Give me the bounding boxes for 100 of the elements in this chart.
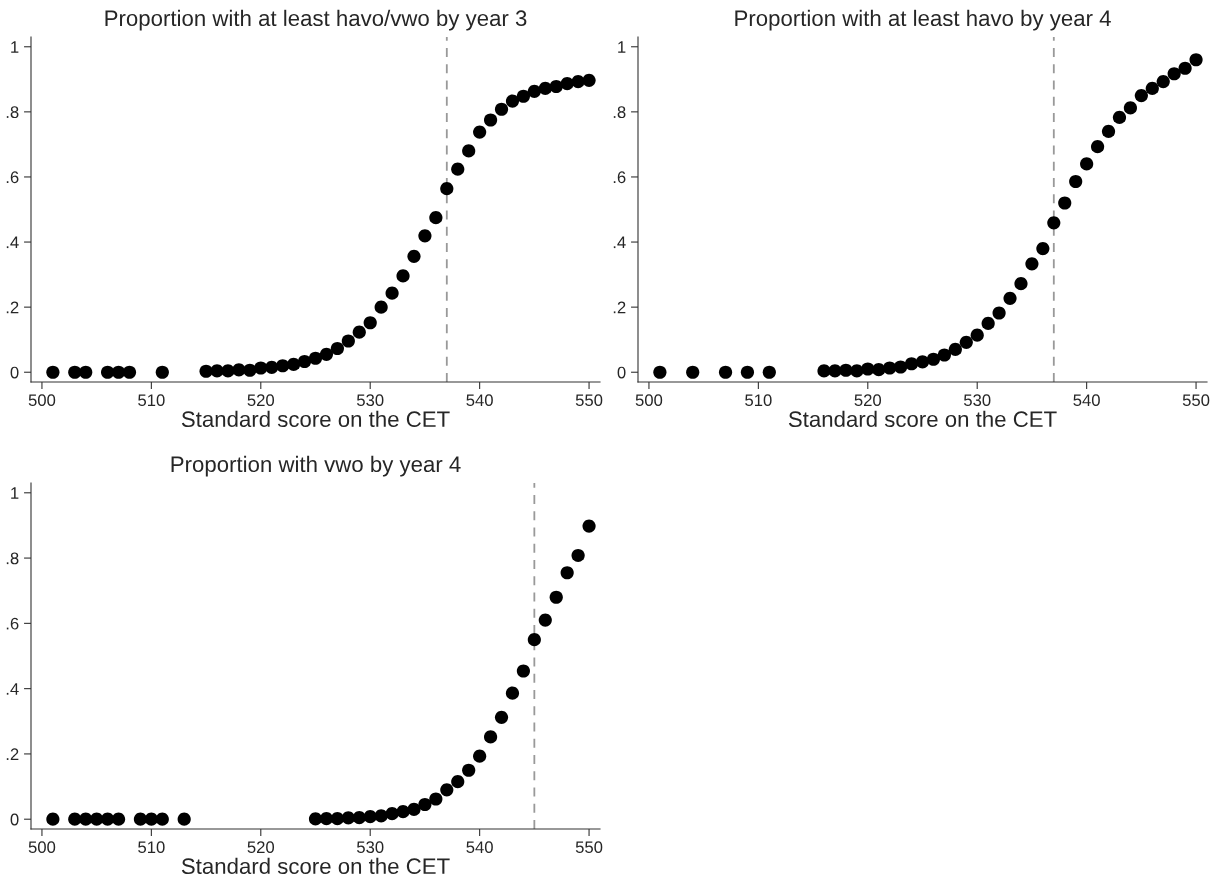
point bbox=[1014, 277, 1028, 291]
y-tick-label: 0 bbox=[10, 366, 19, 379]
point bbox=[330, 811, 344, 826]
point bbox=[839, 363, 853, 377]
point bbox=[363, 810, 377, 824]
point bbox=[330, 341, 344, 356]
point bbox=[79, 365, 93, 379]
point bbox=[828, 364, 842, 378]
point bbox=[1047, 216, 1061, 230]
point bbox=[451, 775, 465, 789]
point bbox=[462, 144, 476, 158]
y-tick-label: 1 bbox=[618, 41, 626, 53]
point bbox=[276, 359, 290, 373]
point bbox=[101, 365, 115, 379]
chart-title: Proportion with at least havo by year 4 bbox=[735, 9, 1111, 31]
x-tick-label: 540 bbox=[1073, 394, 1100, 407]
y-tick-label: .8 bbox=[613, 106, 626, 119]
point bbox=[90, 812, 104, 826]
point bbox=[582, 519, 596, 533]
x-tick-label: 550 bbox=[1182, 394, 1210, 407]
point bbox=[297, 354, 312, 369]
x-tick-label: 530 bbox=[356, 394, 384, 407]
y-tick-label: .8 bbox=[6, 552, 19, 565]
point bbox=[341, 811, 355, 825]
point bbox=[1145, 81, 1159, 96]
point bbox=[144, 812, 158, 826]
point bbox=[155, 365, 169, 379]
point bbox=[937, 348, 951, 362]
x-axis-title: Standard score on the CET bbox=[181, 410, 450, 428]
point bbox=[308, 351, 323, 365]
point bbox=[981, 316, 995, 330]
y-tick-label: 1 bbox=[11, 41, 19, 53]
point bbox=[549, 79, 563, 94]
point bbox=[883, 361, 897, 375]
point bbox=[1036, 241, 1050, 256]
point bbox=[505, 94, 520, 108]
point bbox=[385, 286, 399, 300]
y-tick-label: 0 bbox=[10, 813, 19, 826]
point bbox=[1080, 157, 1094, 171]
point bbox=[319, 811, 334, 826]
point bbox=[133, 812, 148, 826]
point bbox=[418, 229, 432, 243]
point bbox=[101, 812, 115, 826]
y-tick-label: .2 bbox=[6, 301, 19, 314]
point bbox=[341, 334, 355, 348]
point bbox=[505, 686, 520, 700]
point bbox=[1090, 140, 1105, 154]
point bbox=[440, 783, 454, 797]
x-tick-label: 500 bbox=[635, 394, 663, 407]
y-tick-label: .2 bbox=[613, 301, 626, 314]
x-tick-label: 520 bbox=[854, 394, 882, 407]
point bbox=[429, 211, 443, 225]
x-tick-label: 540 bbox=[466, 394, 493, 407]
point bbox=[571, 548, 585, 563]
y-tick-label: .6 bbox=[613, 171, 626, 184]
point bbox=[451, 162, 465, 176]
point bbox=[46, 365, 60, 379]
point bbox=[483, 730, 498, 744]
point bbox=[494, 102, 509, 116]
point bbox=[516, 89, 530, 103]
point bbox=[915, 355, 930, 369]
point bbox=[904, 357, 919, 371]
chart-title: Proportion with at least havo/vwo by year 3 bbox=[105, 9, 527, 31]
y-tick-label: 0 bbox=[617, 366, 626, 379]
x-tick-label: 510 bbox=[138, 841, 165, 854]
point bbox=[232, 363, 246, 377]
x-tick-label: 500 bbox=[28, 841, 56, 854]
x-tick-label: 530 bbox=[963, 394, 991, 407]
x-tick-label: 540 bbox=[466, 841, 493, 854]
x-axis-title: Standard score on the CET bbox=[788, 410, 1057, 428]
point bbox=[1112, 110, 1127, 124]
x-tick-label: 510 bbox=[745, 394, 772, 407]
point bbox=[111, 365, 126, 379]
point bbox=[396, 269, 410, 283]
x-tick-label: 550 bbox=[575, 841, 603, 854]
point bbox=[122, 365, 137, 379]
point bbox=[254, 361, 268, 375]
point bbox=[407, 249, 421, 263]
point bbox=[861, 362, 875, 376]
point bbox=[308, 812, 323, 826]
point bbox=[418, 797, 432, 812]
point bbox=[265, 360, 279, 374]
point bbox=[407, 802, 421, 816]
point bbox=[527, 84, 541, 98]
point bbox=[155, 812, 169, 826]
y-tick-label: 1 bbox=[11, 487, 19, 499]
point bbox=[992, 306, 1006, 320]
point bbox=[473, 125, 487, 139]
y-tick-label: .6 bbox=[6, 617, 19, 630]
chart-title: Proportion with vwo by year 4 bbox=[171, 455, 461, 477]
point bbox=[429, 792, 443, 806]
point bbox=[1156, 75, 1170, 89]
y-tick-label: .6 bbox=[6, 171, 19, 184]
point bbox=[483, 113, 498, 127]
x-tick-label: 530 bbox=[356, 841, 384, 854]
point bbox=[527, 633, 541, 647]
point bbox=[46, 812, 60, 826]
point bbox=[762, 365, 776, 379]
x-axis-title: Standard score on the CET bbox=[181, 857, 450, 875]
point bbox=[1025, 257, 1039, 271]
